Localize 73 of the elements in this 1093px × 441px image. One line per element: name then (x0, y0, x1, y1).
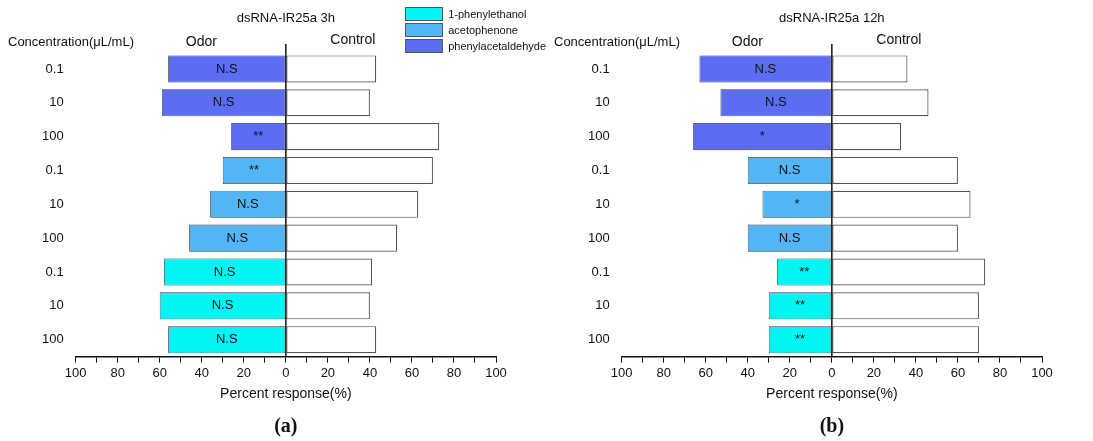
data-label: N.S (236, 195, 259, 211)
data-label: N.S (215, 60, 238, 76)
y-axis-title: Concentration(μL/mL) (8, 34, 134, 49)
x-tick-label: 100 (485, 364, 507, 380)
y-tick-label: 0.1 (45, 263, 64, 279)
data-label: N.S (213, 263, 236, 279)
annotation: Control (330, 31, 376, 47)
data-label: N.S (211, 297, 234, 313)
y-tick-label: 100 (41, 128, 64, 144)
data-label: N.S (778, 229, 801, 245)
data-label: ** (799, 263, 810, 279)
x-tick-label: 20 (320, 364, 336, 380)
legend-label: 1-phenylethanol (448, 8, 527, 20)
x-axis-title: Percent response(%) (220, 385, 352, 402)
data-label: ** (795, 331, 806, 347)
y-tick-label: 0.1 (591, 263, 610, 279)
x-axis-title: Percent response(%) (766, 385, 898, 402)
data-label: N.S (212, 94, 235, 110)
data-label: * (794, 195, 800, 211)
x-tick-label: 20 (236, 364, 252, 380)
x-tick-label: 40 (362, 364, 378, 380)
annotation: Odor (731, 33, 764, 49)
x-tick-label: 60 (698, 364, 713, 380)
annotation: Control (876, 31, 922, 47)
y-tick-label: 0.1 (591, 162, 610, 178)
data-label: N.S (215, 331, 238, 347)
x-tick-label: 80 (992, 364, 1008, 380)
chart-title: dsRNA-IR25a 3h (236, 10, 335, 25)
data-label: N.S (765, 94, 788, 110)
x-tick-label: 60 (950, 364, 966, 380)
x-tick-label: 80 (656, 364, 671, 380)
x-tick-label: 0 (828, 364, 836, 380)
y-axis-title: Concentration(μL/mL) (554, 34, 680, 49)
data-label: N.S (778, 162, 801, 178)
y-tick-label: 0.1 (591, 60, 610, 76)
x-tick-label: 40 (740, 364, 756, 380)
x-tick-label: 60 (152, 364, 167, 380)
data-label: ** (795, 297, 806, 313)
x-tick-label: 80 (110, 364, 125, 380)
y-tick-label: 10 (595, 297, 610, 313)
y-tick-label: 100 (587, 229, 610, 245)
y-tick-label: 10 (49, 195, 64, 211)
data-label: ** (253, 128, 264, 144)
y-tick-label: 100 (587, 128, 610, 144)
text: (b) (819, 414, 845, 437)
x-tick-label: 20 (782, 364, 798, 380)
x-tick-label: 100 (64, 364, 87, 380)
data-label: N.S (754, 60, 777, 76)
data-label: ** (249, 162, 260, 178)
x-tick-label: 60 (404, 364, 420, 380)
legend-label: phenylacetaldehyde (448, 40, 546, 52)
annotation: Odor (185, 33, 218, 49)
y-tick-label: 100 (587, 331, 610, 347)
text: (a) (274, 414, 298, 437)
y-tick-label: 100 (41, 229, 64, 245)
x-tick-label: 40 (908, 364, 924, 380)
y-tick-label: 10 (595, 94, 610, 110)
y-tick-label: 10 (595, 195, 610, 211)
data-label: N.S (226, 229, 249, 245)
y-tick-label: 0.1 (45, 60, 64, 76)
x-tick-label: 40 (194, 364, 210, 380)
x-tick-label: 20 (866, 364, 882, 380)
y-tick-label: 100 (41, 331, 64, 347)
y-tick-label: 10 (49, 297, 64, 313)
y-tick-label: 10 (49, 94, 64, 110)
y-tick-label: 0.1 (45, 162, 64, 178)
legend-label: acetophenone (448, 24, 518, 36)
x-tick-label: 0 (282, 364, 290, 380)
x-tick-label: 80 (446, 364, 462, 380)
x-tick-label: 100 (610, 364, 633, 380)
data-label: * (759, 128, 765, 144)
x-tick-label: 100 (1031, 364, 1053, 380)
chart-title: dsRNA-IR25a 12h (779, 10, 885, 25)
